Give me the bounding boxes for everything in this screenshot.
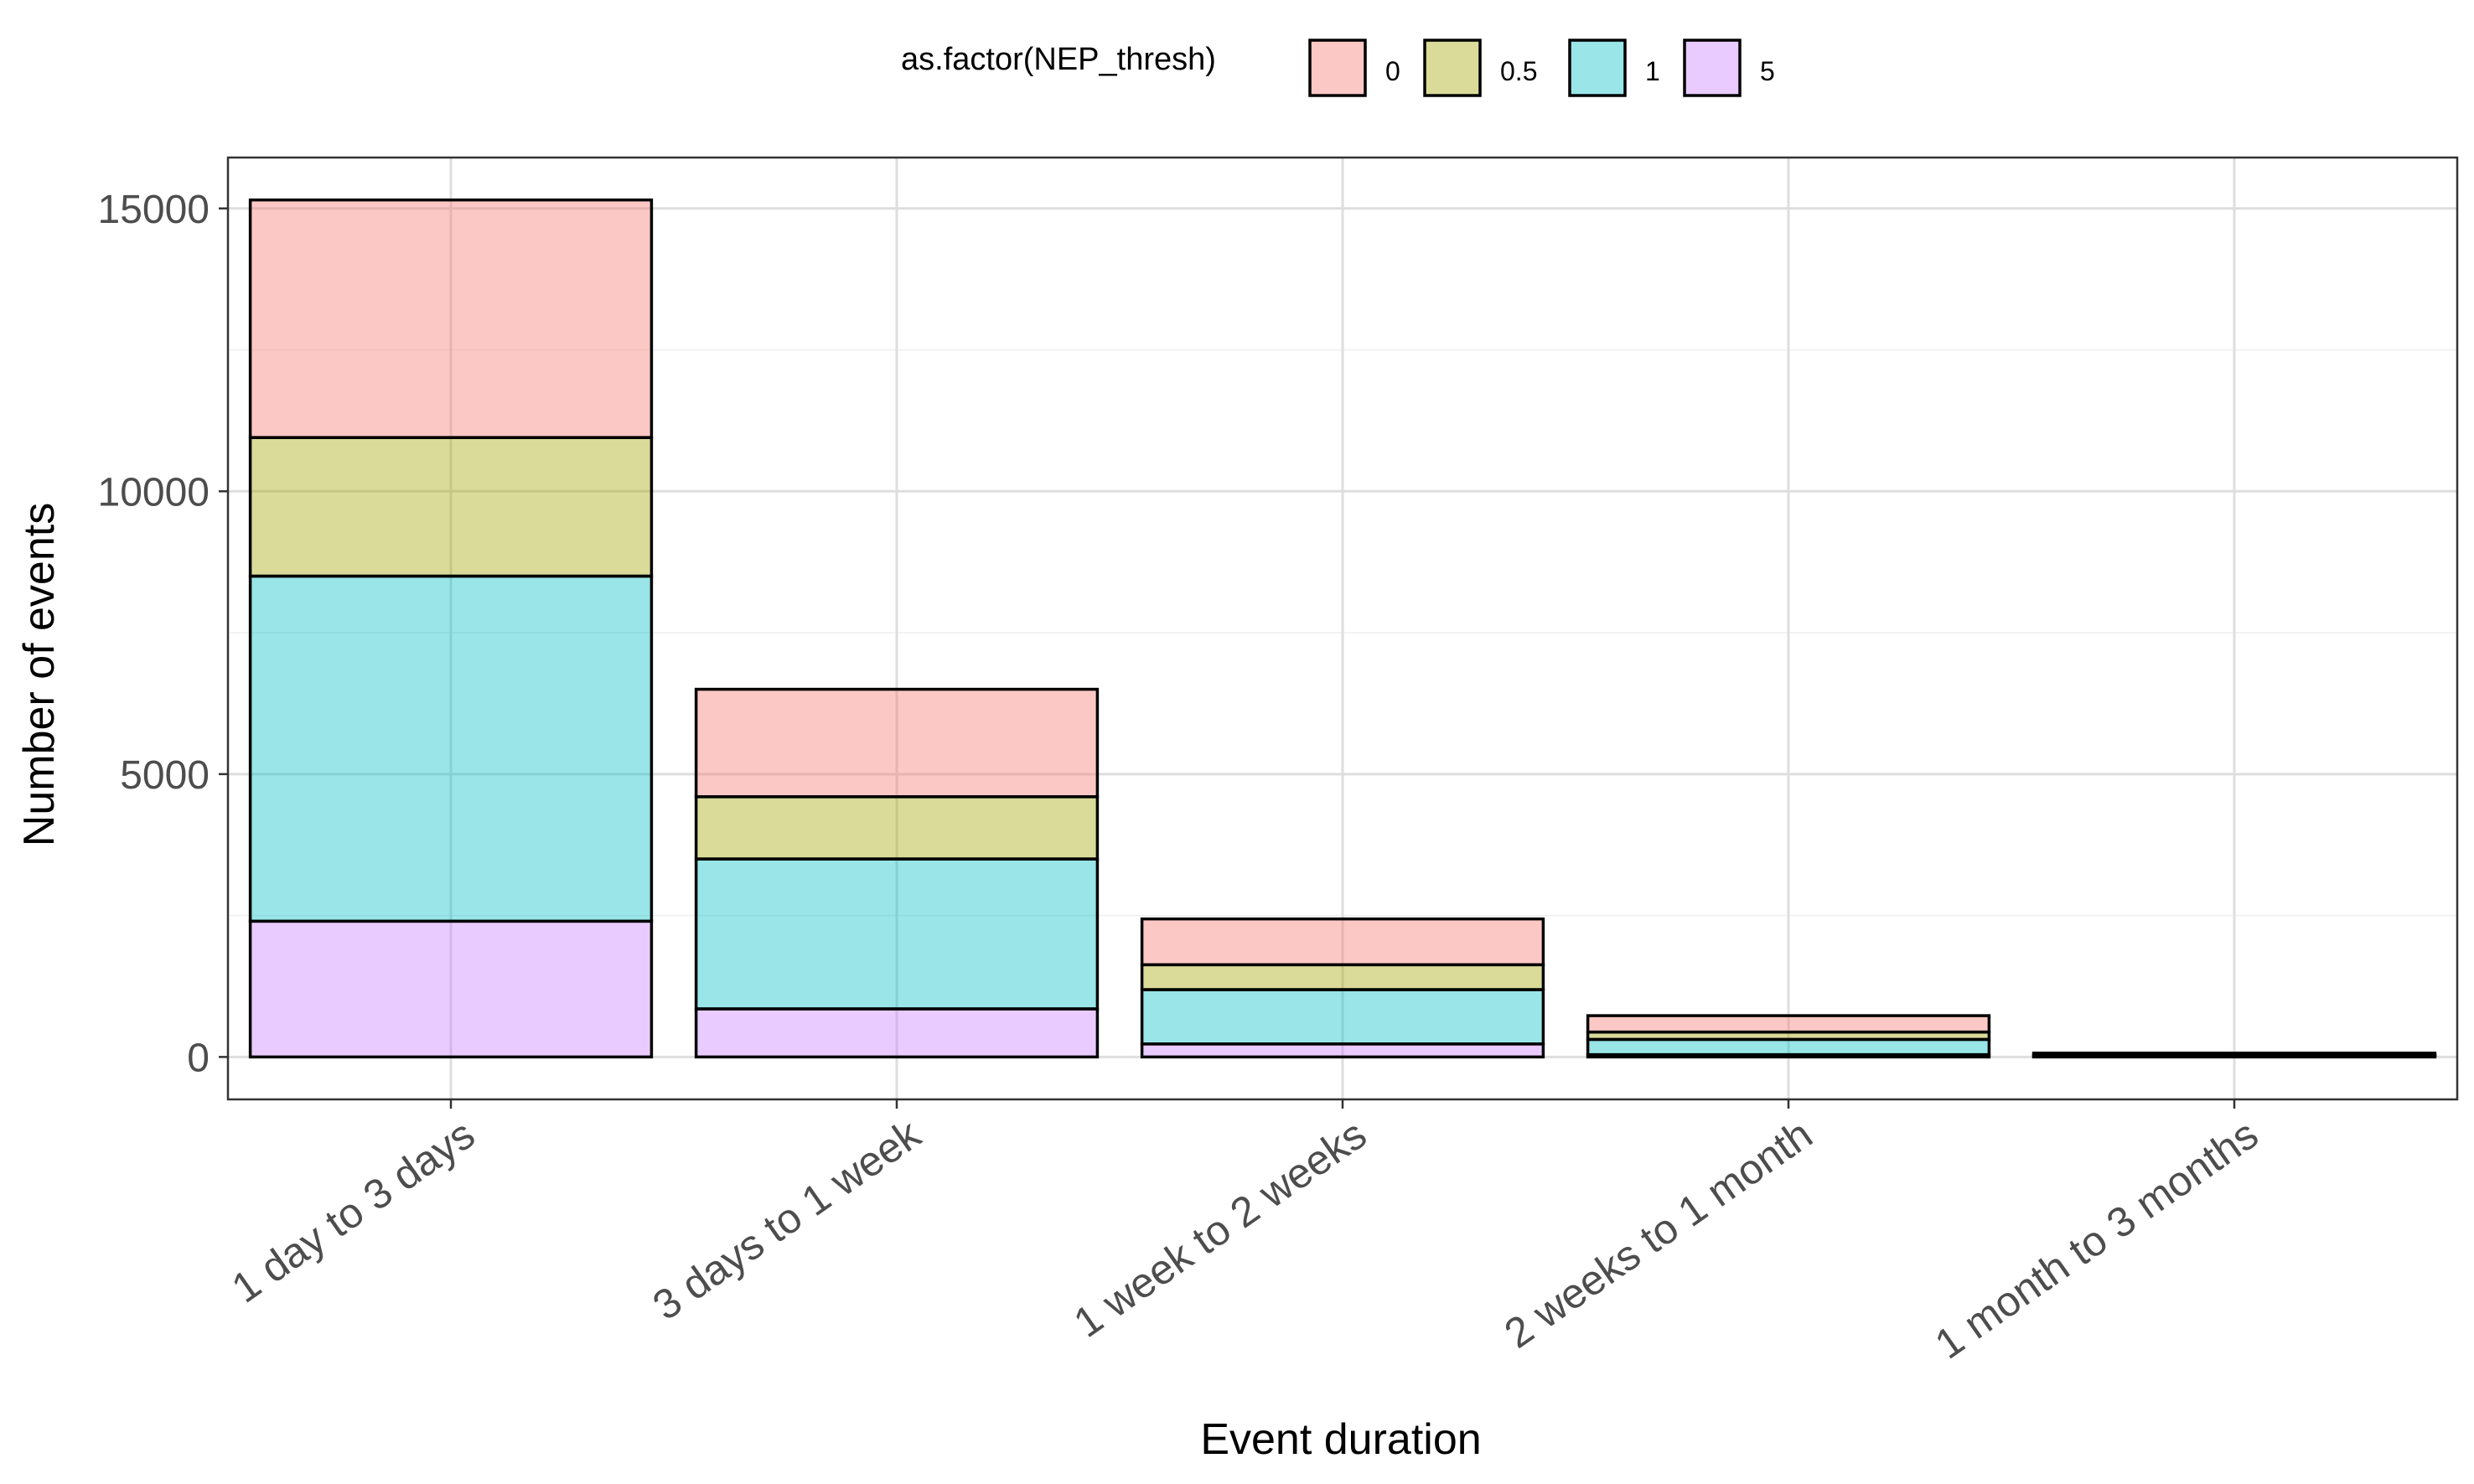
x-tick-label: 1 week to 2 weeks: [1065, 1110, 1374, 1347]
legend-key-5: [1683, 39, 1742, 97]
bar-3-days-to-1-week-thresh-0-5: [694, 795, 1100, 861]
y-axis: 0 5000 10000 15000: [98, 188, 228, 1080]
bar-3-days-to-1-week-thresh-1: [694, 857, 1100, 1011]
grid-lines: [228, 158, 2457, 1099]
legend-key-0-5: [1423, 39, 1482, 97]
legend-label-0: 0: [1385, 56, 1400, 86]
legend-label-5: 5: [1760, 56, 1775, 86]
bar-2-weeks-to-1-month-thresh-1: [1586, 1037, 1991, 1057]
bar-3-days-to-1-week-thresh-0: [694, 687, 1100, 799]
bar-1-day-to-3-days-thresh-5: [248, 919, 654, 1059]
legend-key-0: [1308, 39, 1367, 97]
y-axis-title: Number of events: [15, 503, 64, 846]
bar-1-week-to-2-weeks-thresh-5: [1140, 1042, 1545, 1059]
y-tick-label: 0: [187, 1036, 210, 1080]
bars: [248, 198, 2437, 1059]
x-tick-label: 1 month to 3 months: [1927, 1110, 2267, 1368]
legend-title: as.factor(NEP_thresh): [901, 42, 1216, 77]
x-axis-title: Event duration: [1200, 1415, 1481, 1464]
y-tick-label: 5000: [120, 753, 210, 798]
bar-2-weeks-to-1-month-thresh-0: [1586, 1014, 1991, 1034]
legend: as.factor(NEP_thresh) 0 0.5 1 5: [901, 39, 1775, 97]
y-tick-label: 15000: [98, 188, 210, 232]
plot-panel: [226, 156, 2459, 1101]
bar-1-day-to-3-days-thresh-1: [248, 574, 654, 923]
bar-3-days-to-1-week-thresh-5: [694, 1007, 1100, 1059]
bar-1-week-to-2-weeks-thresh-0: [1140, 917, 1545, 967]
bar-1-day-to-3-days-thresh-0: [248, 198, 654, 439]
y-tick-label: 10000: [98, 470, 210, 514]
x-tick-label: 3 days to 1 week: [644, 1110, 929, 1330]
legend-label-0-5: 0.5: [1500, 56, 1537, 86]
x-tick-label: 2 weeks to 1 month: [1496, 1110, 1820, 1357]
bar-1-month-to-3-months-thresh-0: [2031, 1052, 2437, 1057]
bar-1-week-to-2-weeks-thresh-1: [1140, 988, 1545, 1046]
bar-1-week-to-2-weeks-thresh-0-5: [1140, 963, 1545, 991]
bar-1-day-to-3-days-thresh-0-5: [248, 436, 654, 578]
legend-key-1: [1568, 39, 1627, 97]
x-axis: 1 day to 3 days 3 days to 1 week 1 week to…: [223, 1099, 2266, 1368]
legend-label-1: 1: [1645, 56, 1660, 86]
x-tick-label: 1 day to 3 days: [223, 1110, 483, 1311]
